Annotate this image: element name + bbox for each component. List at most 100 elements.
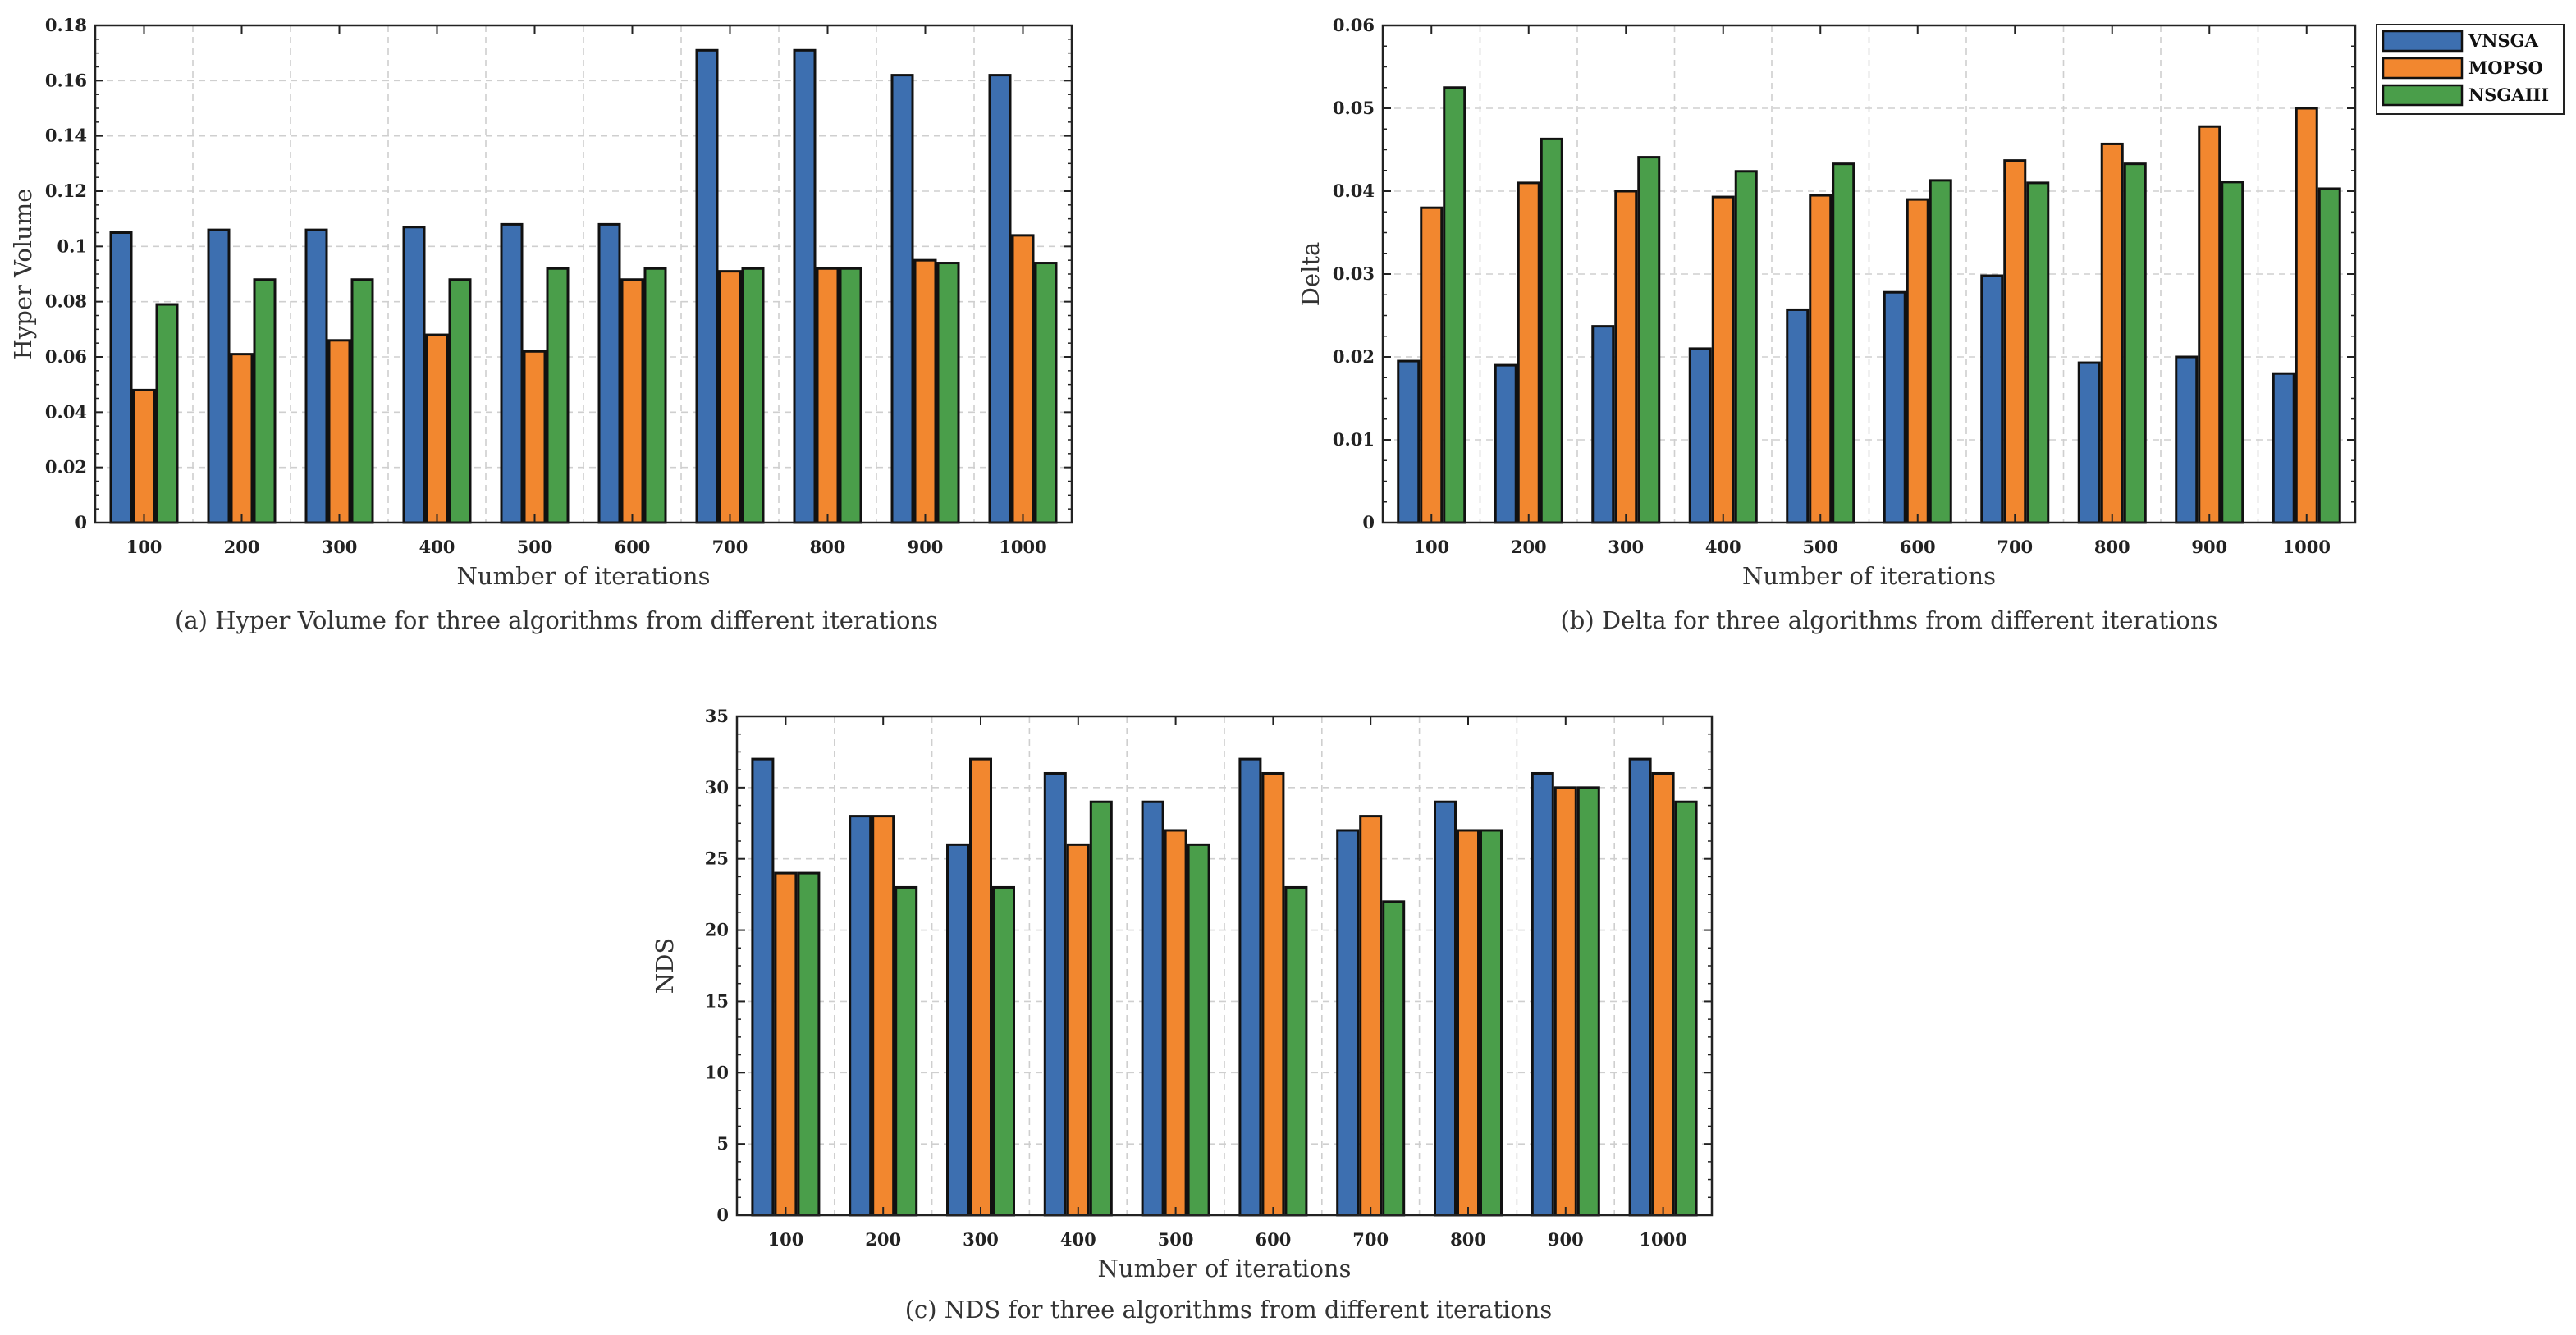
x-tick-label: 700 — [712, 537, 748, 557]
legend-entry-mopso: MOPSO — [2468, 57, 2543, 78]
x-tick-label: 300 — [1608, 537, 1644, 557]
bar-nsgaiii-700 — [741, 267, 765, 524]
x-tick-label: 500 — [517, 537, 553, 557]
x-tick-label: 1000 — [1639, 1229, 1686, 1250]
bar-mopso-300 — [969, 757, 992, 1217]
bar-vnsga-1000 — [2272, 372, 2295, 524]
chart-caption: (b) Delta for three algorithms from diff… — [1560, 606, 2217, 634]
legend: VNSGA MOPSO NSGAIII — [2376, 24, 2565, 115]
bar-mopso-400 — [1066, 843, 1090, 1217]
x-axis-label: Number of iterations — [457, 562, 711, 590]
bar-nsgaiii-600 — [643, 267, 667, 524]
bar-vnsga-100 — [1397, 359, 1421, 524]
chart-hyper-volume: 0 0.02 0.04 0.06 0.08 0.1 0.12 0.14 0.16 0.18 100 2… — [9, 15, 1073, 634]
bar-mopso-600 — [620, 278, 644, 524]
x-tick-label: 800 — [2094, 537, 2130, 557]
legend-swatch-nsgaiii — [2382, 84, 2464, 107]
bar-nsgaiii-300 — [1637, 156, 1661, 524]
bar-vnsga-100 — [751, 757, 775, 1217]
plot-frame — [94, 24, 1073, 524]
bar-mopso-300 — [1614, 190, 1638, 524]
x-tick-label: 200 — [865, 1229, 901, 1250]
bar-vnsga-300 — [304, 228, 328, 524]
bar-nsgaiii-400 — [448, 278, 472, 524]
bar-nsgaiii-1000 — [1674, 800, 1698, 1217]
bar-nsgaiii-500 — [546, 267, 570, 524]
chart-caption: (c) NDS for three algorithms from differ… — [905, 1296, 1553, 1324]
bar-mopso-600 — [1261, 771, 1285, 1217]
bar-vnsga-900 — [890, 74, 914, 524]
bar-vnsga-100 — [109, 231, 133, 524]
bar-mopso-800 — [816, 267, 840, 524]
y-tick-label: 0 — [75, 512, 87, 533]
x-tick-label: 400 — [1060, 1229, 1096, 1250]
bar-vnsga-500 — [1141, 800, 1164, 1217]
bar-vnsga-200 — [849, 815, 872, 1217]
bar-mopso-900 — [2198, 125, 2221, 524]
legend-entry-nsgaiii: NSGAIII — [2468, 85, 2549, 105]
x-tick-label: 1000 — [999, 537, 1046, 557]
bar-vnsga-500 — [500, 222, 524, 524]
y-tick-label: 0 — [716, 1205, 729, 1225]
bar-mopso-200 — [872, 815, 895, 1217]
y-tick-label: 0.08 — [45, 291, 87, 312]
y-tick-label: 0.18 — [45, 15, 87, 35]
x-tick-label: 300 — [963, 1229, 999, 1250]
x-tick-label: 100 — [767, 1229, 803, 1250]
x-tick-label: 900 — [908, 537, 944, 557]
y-tick-label: 0.06 — [1333, 15, 1375, 35]
x-tick-label: 400 — [419, 537, 455, 557]
bar-mopso-800 — [1457, 829, 1480, 1217]
bar-vnsga-300 — [1591, 325, 1615, 524]
bar-mopso-900 — [1553, 786, 1577, 1217]
legend-swatch-mopso — [2382, 57, 2464, 80]
bar-vnsga-600 — [1238, 757, 1262, 1217]
x-tick-label: 1000 — [2283, 537, 2331, 557]
x-tick-label: 900 — [2191, 537, 2227, 557]
bar-vnsga-700 — [1336, 829, 1360, 1217]
y-tick-label: 0 — [1362, 512, 1375, 533]
bar-mopso-900 — [913, 258, 937, 524]
bar-vnsga-400 — [402, 226, 426, 524]
y-tick-label: 35 — [705, 706, 729, 726]
x-tick-label: 100 — [126, 537, 162, 557]
bar-vnsga-700 — [1980, 274, 2004, 524]
bar-vnsga-500 — [1786, 308, 1810, 524]
x-tick-label: 600 — [615, 537, 651, 557]
bar-nsgaiii-600 — [1284, 885, 1308, 1217]
bar-mopso-200 — [230, 353, 254, 524]
bar-nsgaiii-800 — [2123, 162, 2147, 524]
bar-nsgaiii-700 — [1382, 900, 1406, 1217]
y-tick-label: 0.02 — [45, 457, 87, 478]
bar-vnsga-200 — [207, 228, 231, 524]
bar-mopso-800 — [2100, 142, 2124, 524]
y-tick-label: 0.04 — [45, 401, 87, 422]
y-tick-label: 0.04 — [1333, 181, 1375, 201]
x-tick-label: 800 — [810, 537, 846, 557]
bar-nsgaiii-900 — [1576, 786, 1600, 1217]
y-tick-label: 0.14 — [45, 126, 87, 146]
bar-mopso-100 — [132, 388, 156, 524]
x-tick-label: 200 — [224, 537, 260, 557]
y-axis-label: NDS — [651, 938, 679, 994]
bar-nsgaiii-400 — [1089, 800, 1113, 1217]
x-tick-label: 200 — [1511, 537, 1547, 557]
y-tick-label: 10 — [705, 1062, 729, 1082]
bar-mopso-600 — [1906, 198, 1929, 524]
bar-nsgaiii-900 — [936, 262, 960, 524]
bar-vnsga-1000 — [1628, 757, 1652, 1217]
y-axis-label: Hyper Volume — [9, 189, 37, 360]
x-tick-label: 600 — [1255, 1229, 1291, 1250]
bar-mopso-1000 — [1651, 771, 1675, 1217]
bar-nsgaiii-300 — [992, 885, 1015, 1217]
x-tick-label: 600 — [1900, 537, 1936, 557]
bar-vnsga-800 — [1434, 800, 1457, 1217]
chart-delta: 0 0.01 0.02 0.03 0.04 0.05 0.06 100 200 300 400 500… — [1297, 15, 2357, 634]
bar-nsgaiii-200 — [253, 278, 277, 524]
y-tick-label: 25 — [705, 848, 729, 869]
bar-mopso-100 — [774, 871, 798, 1217]
x-tick-label: 400 — [1705, 537, 1741, 557]
x-tick-label: 700 — [1997, 537, 2033, 557]
bar-mopso-100 — [1420, 206, 1444, 524]
bar-vnsga-400 — [1688, 347, 1712, 524]
